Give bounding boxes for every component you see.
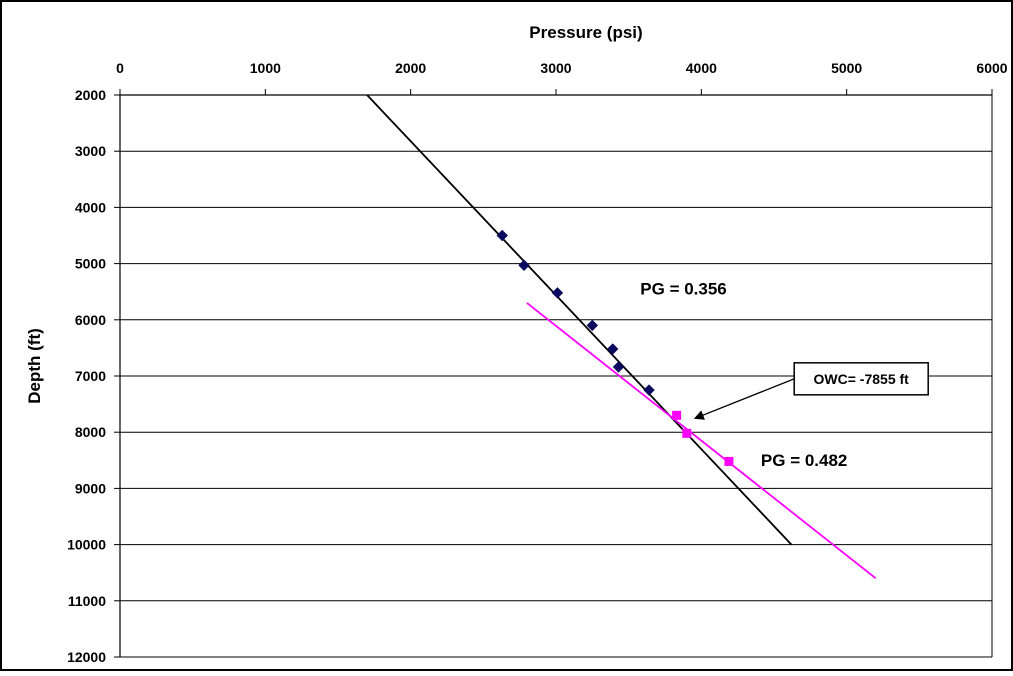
data-point-square [724, 456, 734, 466]
y-tick-label: 4000 [75, 199, 106, 215]
tick-labels: 0 1000 2000 3000 4000 5000 6000 2000 3000 4000 500… [67, 60, 1008, 665]
owc-box [793, 362, 929, 396]
trendline-1 [366, 94, 793, 546]
data-points [496, 229, 734, 466]
y-tick-label: 8000 [75, 424, 106, 440]
y-tick-label: 11000 [68, 593, 106, 609]
y-tick-label: 7000 [75, 368, 106, 384]
y-tick-label: 12000 [67, 649, 106, 665]
annotations: PG = 0.356 PG = 0.482 OWC= -7855 ft [640, 280, 929, 470]
y-tick-label: 10000 [67, 537, 106, 553]
pressure-gradient-label: PG = 0.482 [761, 451, 847, 470]
y-tick-label: 5000 [75, 256, 106, 272]
y-tick-label: 9000 [75, 480, 106, 496]
owc-arrow [693, 378, 795, 420]
y-axis-title: Depth (ft) [25, 328, 44, 404]
data-point-diamond [518, 259, 530, 271]
y-tick-label: 3000 [75, 143, 106, 159]
grid-lines [120, 150, 992, 658]
x-tick-label: 0 [116, 60, 124, 76]
data-point-diamond [586, 319, 599, 332]
y-tick-label: 6000 [75, 312, 106, 328]
pressure-gradient-label: PG = 0.356 [640, 280, 726, 299]
data-point-diamond [643, 384, 655, 396]
data-point-diamond [496, 229, 508, 242]
x-tick-label: 6000 [976, 60, 1007, 76]
x-tick-label: 1000 [250, 60, 281, 76]
data-point-diamond [606, 343, 619, 355]
x-tick-label: 2000 [395, 60, 426, 76]
data-point-diamond [551, 287, 564, 299]
x-axis-title: Pressure (psi) [529, 23, 642, 42]
x-tick-label: 5000 [831, 60, 862, 76]
x-tick-label: 3000 [540, 60, 571, 76]
data-point-square [682, 428, 692, 438]
owc-label: OWC= -7855 ft [814, 371, 910, 387]
y-tick-label: 2000 [75, 87, 106, 103]
data-point-square [672, 410, 682, 420]
trendlines [366, 94, 877, 580]
trendline-2 [526, 302, 877, 580]
axes [114, 89, 993, 658]
data-point-diamond [612, 361, 625, 373]
x-tick-label: 4000 [686, 60, 717, 76]
